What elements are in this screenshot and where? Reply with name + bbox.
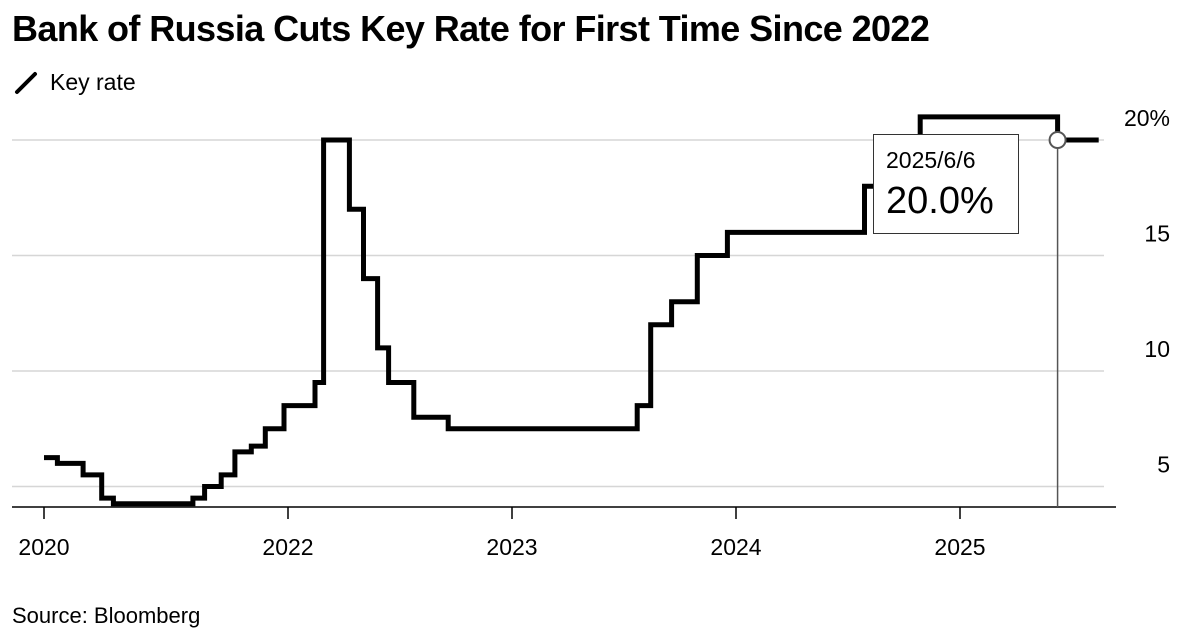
x-tick-label: 2022 [262, 534, 313, 560]
y-axis-labels: 5 10 15 20% [1124, 105, 1170, 478]
tooltip-value: 20.0% [886, 180, 994, 222]
legend: Key rate [14, 68, 136, 96]
x-tick-label: 2023 [486, 534, 537, 560]
tooltip-date: 2025/6/6 [886, 147, 976, 173]
x-tick-label: 2020 [18, 534, 69, 560]
y-tick-label: 20% [1124, 105, 1170, 131]
chart-title: Bank of Russia Cuts Key Rate for First T… [12, 8, 930, 49]
key-rate-line [44, 114, 1099, 507]
legend-label: Key rate [50, 68, 136, 95]
y-tick-label: 15 [1144, 221, 1170, 247]
axes [12, 506, 1116, 519]
y-tick-label: 5 [1157, 452, 1170, 478]
y-tick-label: 10 [1144, 336, 1170, 362]
hover-marker [1048, 131, 1067, 507]
series-layer [44, 114, 1099, 507]
x-axis-labels: 2020 2022 2023 2024 2025 [18, 534, 985, 560]
x-tick-label: 2025 [934, 534, 985, 560]
source-note: Source: Bloomberg [12, 603, 201, 628]
hover-point [1048, 131, 1067, 149]
tooltip: 2025/6/6 20.0% [873, 134, 1019, 234]
legend-line-icon [14, 68, 42, 96]
x-tick-label: 2024 [710, 534, 761, 560]
